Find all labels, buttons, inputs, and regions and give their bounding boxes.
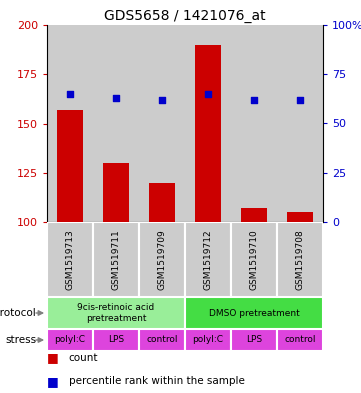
Text: LPS: LPS <box>246 336 262 345</box>
Point <box>67 91 73 97</box>
Bar <box>277 329 323 351</box>
Bar <box>277 222 323 297</box>
Bar <box>47 297 185 329</box>
Text: GSM1519708: GSM1519708 <box>296 229 304 290</box>
Bar <box>287 212 313 222</box>
Point <box>159 97 165 103</box>
Bar <box>185 297 323 329</box>
Text: control: control <box>284 336 316 345</box>
Bar <box>103 163 129 222</box>
Bar <box>57 110 83 222</box>
Bar <box>47 329 93 351</box>
Bar <box>185 222 231 297</box>
Text: ■: ■ <box>47 375 59 388</box>
Point <box>113 95 119 101</box>
Bar <box>139 25 185 222</box>
Text: GSM1519710: GSM1519710 <box>249 229 258 290</box>
Text: polyI:C: polyI:C <box>192 336 223 345</box>
Text: LPS: LPS <box>108 336 124 345</box>
Bar <box>93 329 139 351</box>
Bar <box>231 25 277 222</box>
Point <box>205 91 211 97</box>
Bar <box>242 208 267 222</box>
Text: 9cis-retinoic acid
pretreatment: 9cis-retinoic acid pretreatment <box>77 303 155 323</box>
Text: stress: stress <box>5 335 36 345</box>
Text: control: control <box>146 336 178 345</box>
Bar <box>139 329 185 351</box>
Text: protocol: protocol <box>0 308 36 318</box>
Point <box>297 97 303 103</box>
Bar <box>93 25 139 222</box>
Text: GSM1519712: GSM1519712 <box>204 229 213 290</box>
Bar <box>47 25 93 222</box>
Text: count: count <box>69 353 98 363</box>
Point <box>251 97 257 103</box>
Bar <box>139 222 185 297</box>
Text: DMSO pretreatment: DMSO pretreatment <box>209 309 299 318</box>
Text: ■: ■ <box>47 351 59 364</box>
Text: percentile rank within the sample: percentile rank within the sample <box>69 376 244 386</box>
Bar <box>93 222 139 297</box>
Bar <box>277 25 323 222</box>
Text: polyI:C: polyI:C <box>55 336 86 345</box>
Bar <box>185 329 231 351</box>
Bar <box>149 183 175 222</box>
Bar <box>185 25 231 222</box>
Bar <box>195 45 221 222</box>
Text: GSM1519713: GSM1519713 <box>65 229 74 290</box>
Text: GSM1519711: GSM1519711 <box>112 229 121 290</box>
Bar <box>47 222 93 297</box>
Title: GDS5658 / 1421076_at: GDS5658 / 1421076_at <box>104 9 266 22</box>
Bar <box>231 329 277 351</box>
Bar <box>231 222 277 297</box>
Text: GSM1519709: GSM1519709 <box>157 229 166 290</box>
